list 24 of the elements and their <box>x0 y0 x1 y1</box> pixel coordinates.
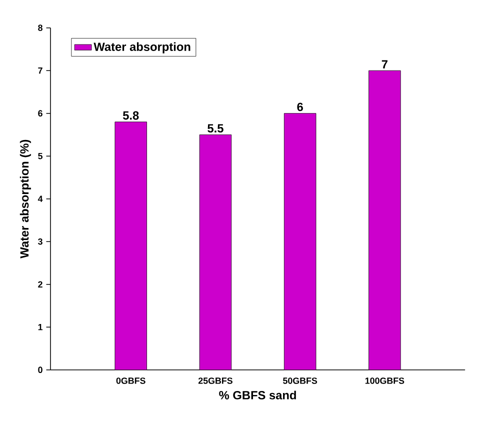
bar <box>199 134 232 370</box>
y-axis-title: Water absorption (%) <box>20 140 31 259</box>
legend-label: Water absorption <box>94 42 190 54</box>
data-label: 6 <box>297 102 303 112</box>
data-label: 5.5 <box>208 124 224 133</box>
y-tick-label: 3 <box>38 238 42 245</box>
x-tick-label: 25GBFS <box>198 378 232 384</box>
y-tick-label: 7 <box>38 68 42 74</box>
bar <box>114 122 147 370</box>
y-tick-label: 6 <box>38 110 42 117</box>
y-tick-label: 4 <box>38 196 43 202</box>
x-tick-label: 100GBFS <box>365 378 404 384</box>
y-tick-label: 1 <box>38 324 43 330</box>
data-label: 7 <box>382 60 388 69</box>
bar <box>368 70 401 370</box>
y-tick-label: 2 <box>38 281 42 288</box>
data-label: 5.8 <box>122 112 139 120</box>
bar <box>284 113 316 370</box>
x-axis-title: % GBFS sand <box>219 390 296 400</box>
y-tick-label: 0 <box>38 366 42 374</box>
x-tick-label: 50GBFS <box>283 378 318 384</box>
x-tick-label: 0GBFS <box>116 378 146 384</box>
y-tick-label: 5 <box>38 153 43 160</box>
y-tick-label: 8 <box>38 24 42 32</box>
